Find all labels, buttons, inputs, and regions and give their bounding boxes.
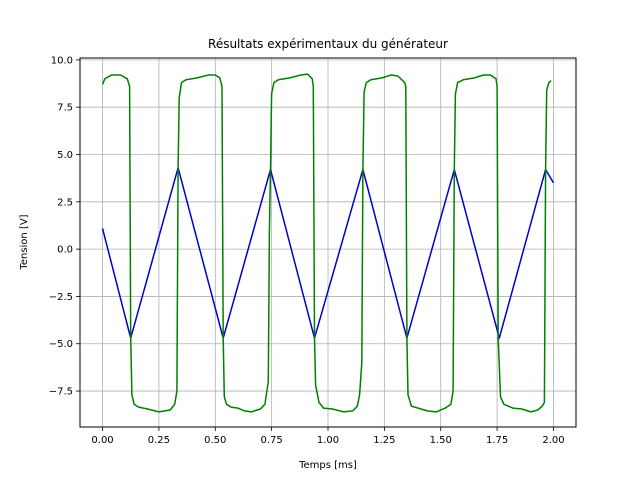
x-axis: 0.00 0.25 0.50 0.75 1.00 1.25 1.50 1.75 2.00 [91, 427, 565, 446]
x-axis-label: Temps [ms] [298, 460, 357, 471]
x-tick-label: 1.00 [317, 435, 339, 446]
x-tick-label: 1.50 [430, 435, 452, 446]
y-tick-label: 2.5 [57, 197, 73, 208]
y-tick-label: 10.0 [51, 55, 73, 66]
x-tick-label: 1.25 [373, 435, 395, 446]
y-tick-label: 7.5 [57, 103, 73, 114]
y-axis: −7.5 −5.0 −2.5 0.0 2.5 5.0 7.5 10.0 [49, 55, 80, 398]
x-tick-label: 0.00 [91, 435, 113, 446]
x-tick-label: 0.50 [204, 435, 226, 446]
y-axis-label: Tension [V] [19, 214, 30, 270]
y-tick-label: −5.0 [49, 339, 73, 350]
x-tick-label: 2.00 [542, 435, 564, 446]
series-lines [101, 73, 555, 413]
x-tick-label: 0.75 [261, 435, 283, 446]
series-line-green [101, 73, 552, 413]
y-tick-label: 0.0 [57, 245, 73, 256]
y-tick-label: −2.5 [49, 292, 73, 303]
x-tick-label: 1.75 [486, 435, 508, 446]
grid [80, 58, 576, 427]
y-tick-label: 5.0 [57, 150, 73, 161]
chart-title: Résultats expérimentaux du générateur [208, 37, 448, 51]
x-tick-label: 0.25 [148, 435, 170, 446]
series-line-blue [101, 167, 555, 339]
y-tick-label: −7.5 [49, 387, 73, 398]
